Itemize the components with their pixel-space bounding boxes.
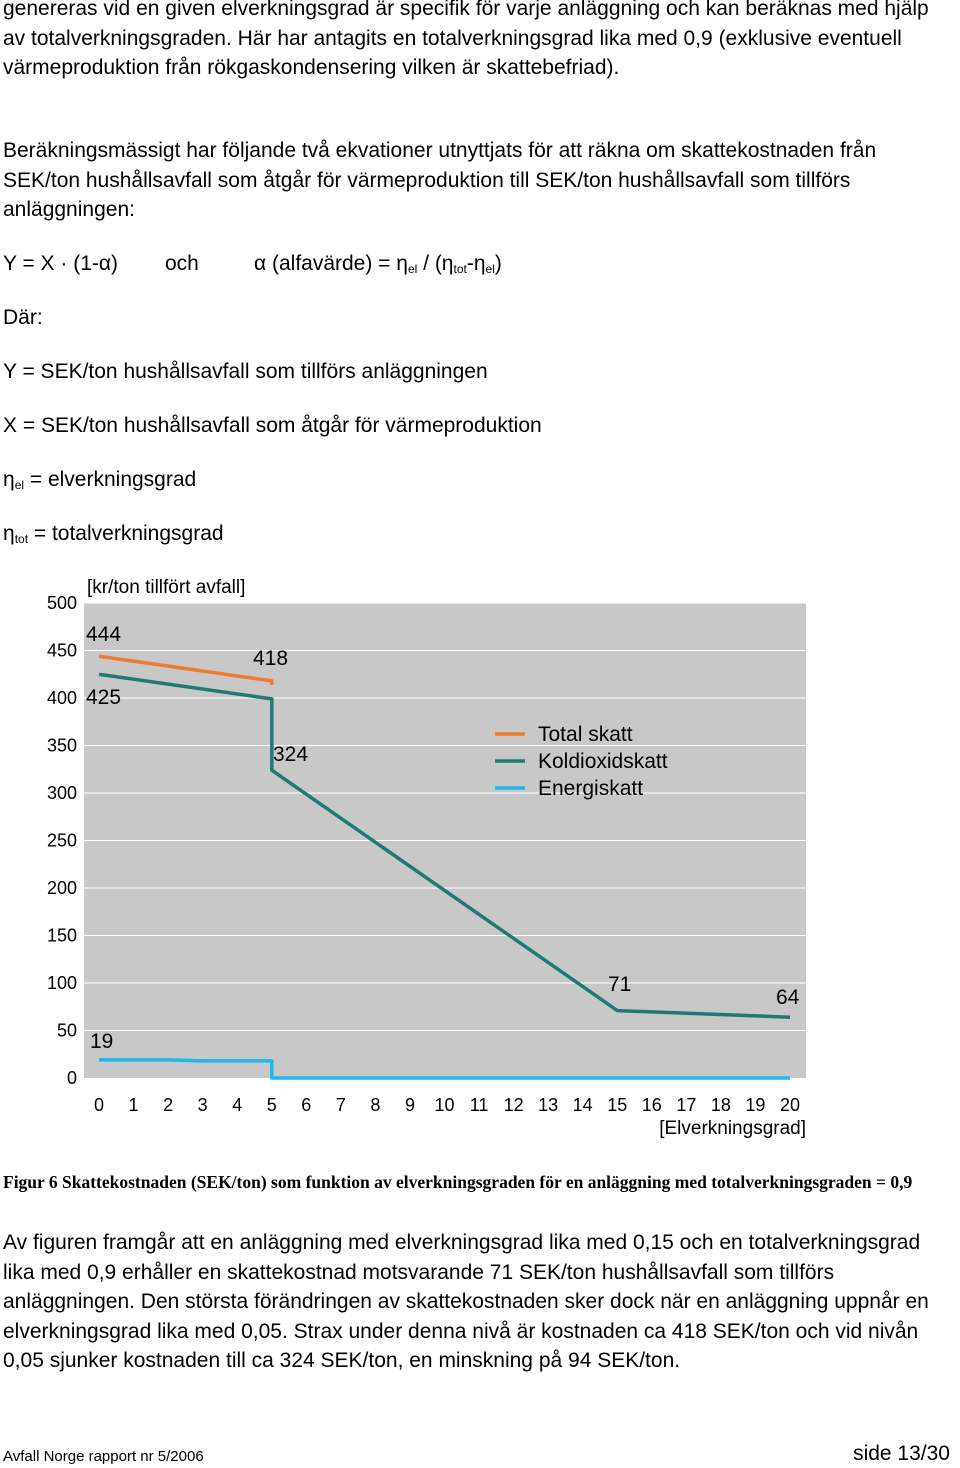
y-tick-label: 400 — [47, 688, 77, 708]
dar-label: Där: — [3, 306, 43, 329]
figure-caption: Figur 6 Skattekostnaden (SEK/ton) som fu… — [3, 1172, 913, 1192]
grid-lines — [84, 602, 806, 1031]
series-line-koldioxidskatt — [98, 672, 791, 1019]
data-label: 425 — [86, 686, 121, 709]
legend-label: Koldioxidskatt — [538, 750, 668, 773]
x-tick-label: 3 — [198, 1095, 208, 1115]
data-label: 444 — [86, 623, 121, 646]
y-tick-label: 200 — [47, 878, 77, 898]
y-axis-ticks: 0 50 100 150 200 250 300 350 400 450 500 — [47, 593, 77, 1088]
series-lines — [98, 654, 791, 1080]
x-axis-label: [Elverkningsgrad] — [659, 1118, 806, 1139]
data-label: 19 — [90, 1030, 113, 1053]
definition-eta-el: ηel = elverkningsgrad — [3, 468, 197, 492]
x-tick-label: 5 — [267, 1095, 277, 1115]
x-tick-label: 10 — [434, 1095, 454, 1115]
x-tick-label: 0 — [94, 1095, 104, 1115]
data-label: 71 — [608, 973, 631, 996]
legend-label: Total skatt — [538, 723, 633, 746]
data-label: 418 — [253, 647, 288, 670]
x-tick-label: 13 — [538, 1095, 558, 1115]
y-tick-label: 500 — [47, 593, 77, 613]
method-paragraph: Beräkningsmässigt har följande två ekvat… — [3, 139, 877, 221]
x-tick-label: 18 — [711, 1095, 731, 1115]
definition-y: Y = SEK/ton hushållsavfall som tillförs … — [3, 360, 488, 383]
data-label: 324 — [273, 743, 308, 766]
x-tick-label: 2 — [163, 1095, 173, 1115]
x-axis-ticks: 0 1 2 3 4 5 6 7 8 9 10 11 12 13 14 15 16 17 18 19 20 — [94, 1095, 800, 1115]
y-tick-label: 0 — [67, 1068, 77, 1088]
x-tick-label: 19 — [745, 1095, 765, 1115]
y-tick-label: 350 — [47, 736, 77, 756]
equation-och: och — [165, 252, 199, 275]
x-tick-label: 12 — [504, 1095, 524, 1115]
y-tick-label: 300 — [47, 783, 77, 803]
x-tick-label: 9 — [405, 1095, 415, 1115]
footer-page-number: side 13/30 — [853, 1442, 950, 1465]
series-line-total-skatt — [98, 654, 274, 685]
x-tick-label: 15 — [607, 1095, 627, 1115]
equation-line: Y = X · (1-α) och α (alfavärde) = ηel / … — [3, 251, 502, 277]
x-tick-label: 14 — [573, 1095, 593, 1115]
conclusion-paragraph: Av figuren framgår att en anläggning med… — [3, 1231, 929, 1372]
legend-label: Energiskatt — [538, 777, 643, 800]
x-tick-label: 16 — [642, 1095, 662, 1115]
y-tick-label: 150 — [47, 926, 77, 946]
x-tick-label: 6 — [301, 1095, 311, 1115]
definition-eta-tot: ηtot = totalverkningsgrad — [3, 522, 224, 546]
series-line-energiskatt — [99, 1058, 790, 1080]
footer-report: Avfall Norge rapport nr 5/2006 — [3, 1448, 204, 1465]
y-tick-label: 50 — [57, 1021, 77, 1041]
x-tick-label: 8 — [370, 1095, 380, 1115]
intro-paragraph: genereras vid en given elverkningsgrad ä… — [3, 0, 929, 79]
definition-x: X = SEK/ton hushållsavfall som åtgår för… — [3, 414, 542, 437]
data-label: 64 — [776, 986, 800, 1009]
y-tick-label: 250 — [47, 831, 77, 851]
x-tick-label: 17 — [676, 1095, 696, 1115]
x-tick-label: 20 — [780, 1095, 800, 1115]
y-tick-label: 450 — [47, 641, 77, 661]
chart-legend: Total skatt Koldioxidskatt Energiskatt — [495, 723, 668, 800]
equation-alpha: α (alfavärde) = ηel / (ηtot-ηel) — [254, 252, 502, 276]
x-tick-label: 1 — [129, 1095, 139, 1115]
x-tick-label: 11 — [470, 1095, 489, 1115]
x-tick-label: 4 — [232, 1095, 242, 1115]
y-tick-label: 100 — [47, 973, 77, 993]
x-tick-label: 7 — [336, 1095, 346, 1115]
data-labels: 444 418 425 324 71 64 19 — [86, 623, 800, 1053]
equation-y: Y = X · (1-α) — [3, 252, 119, 275]
y-axis-label: [kr/ton tillfört avfall] — [87, 577, 245, 598]
